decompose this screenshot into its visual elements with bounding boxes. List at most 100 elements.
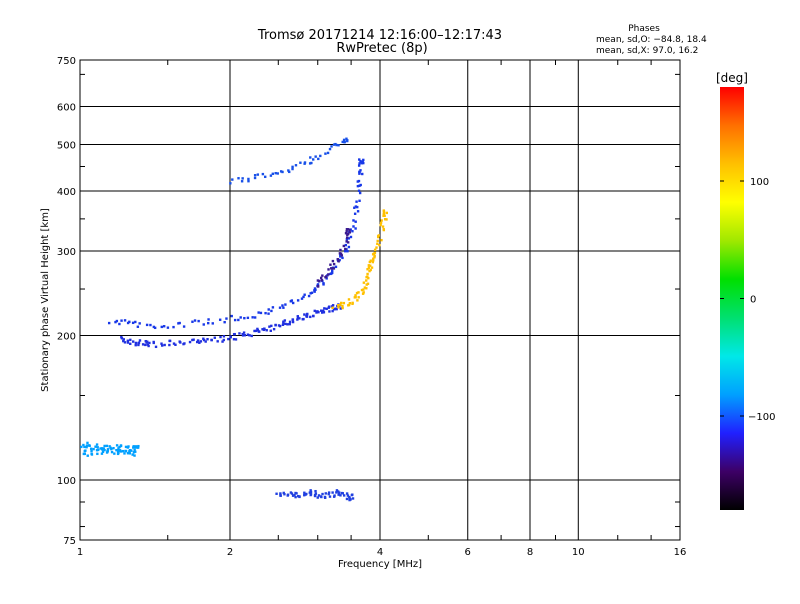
- data-point: [342, 138, 346, 142]
- data-point: [269, 174, 273, 177]
- data-point: [199, 340, 203, 343]
- data-point: [262, 327, 266, 331]
- data-point: [282, 306, 285, 309]
- data-point: [138, 339, 142, 342]
- data-point: [341, 256, 344, 260]
- data-point: [237, 177, 240, 180]
- data-point: [145, 323, 149, 327]
- data-point: [323, 496, 327, 499]
- data-point: [80, 445, 83, 449]
- data-point: [303, 494, 306, 497]
- data-point: [129, 338, 132, 342]
- data-point: [353, 206, 356, 209]
- data-point: [126, 339, 130, 342]
- data-point: [347, 304, 350, 307]
- data-point: [361, 292, 365, 295]
- data-point: [120, 319, 123, 322]
- data-point: [353, 296, 356, 299]
- data-point: [327, 273, 330, 276]
- data-point: [296, 316, 300, 319]
- data-point: [85, 444, 89, 447]
- colorbar: [deg] 100 0 −100: [716, 71, 775, 510]
- data-point: [284, 322, 287, 326]
- data-point: [146, 343, 150, 346]
- data-point: [356, 184, 360, 188]
- data-point: [123, 341, 127, 344]
- data-point: [128, 452, 132, 455]
- data-point: [372, 257, 375, 260]
- data-point: [118, 449, 122, 452]
- data-point: [128, 450, 131, 453]
- data-point: [191, 338, 194, 342]
- data-point: [247, 177, 250, 181]
- data-point: [202, 323, 205, 326]
- data-point: [172, 342, 176, 345]
- data-point: [382, 209, 386, 212]
- data-point: [340, 301, 343, 305]
- data-point: [332, 262, 336, 266]
- data-point: [369, 264, 372, 267]
- data-point: [261, 328, 264, 331]
- data-point: [341, 306, 344, 310]
- data-point: [296, 315, 299, 318]
- data-point: [253, 176, 257, 180]
- data-point: [213, 336, 216, 339]
- data-point: [319, 276, 323, 280]
- data-point: [313, 290, 316, 293]
- data-point: [346, 250, 349, 253]
- data-point: [358, 162, 361, 165]
- data-point: [85, 445, 88, 449]
- data-point: [90, 449, 93, 453]
- data-point: [168, 339, 172, 343]
- data-point: [256, 327, 259, 331]
- data-point: [344, 232, 348, 235]
- data-point: [336, 490, 340, 493]
- data-point: [298, 317, 301, 320]
- data-point: [382, 214, 385, 217]
- data-point: [253, 174, 257, 177]
- data-point: [110, 450, 114, 454]
- data-point: [380, 238, 383, 242]
- data-point: [115, 444, 119, 447]
- data-point: [116, 452, 120, 456]
- data-point: [144, 343, 147, 347]
- data-point: [366, 268, 369, 271]
- data-point: [96, 446, 99, 449]
- data-point: [160, 342, 163, 345]
- data-point: [183, 342, 186, 345]
- data-point: [276, 172, 279, 175]
- data-point: [291, 301, 295, 305]
- data-point: [238, 332, 241, 335]
- data-point: [316, 279, 320, 282]
- data-point: [333, 494, 336, 497]
- data-point: [248, 334, 251, 337]
- data-point: [86, 454, 89, 457]
- data-point: [192, 338, 195, 341]
- data-point: [253, 316, 257, 319]
- data-point: [362, 291, 365, 294]
- data-point: [267, 308, 270, 311]
- data-point: [358, 158, 361, 161]
- data-point: [274, 171, 277, 175]
- data-point: [130, 449, 133, 452]
- data-point: [360, 288, 364, 292]
- data-point: [309, 493, 313, 496]
- data-point: [288, 322, 291, 326]
- data-point: [210, 338, 213, 342]
- data-point: [237, 318, 240, 322]
- data-point: [202, 337, 205, 340]
- data-point: [356, 205, 359, 209]
- data-point: [337, 306, 340, 309]
- data-point: [197, 319, 200, 323]
- data-point: [207, 321, 210, 325]
- data-point: [342, 244, 346, 248]
- data-point: [95, 443, 99, 446]
- grid-lines: [80, 60, 680, 540]
- data-point: [371, 260, 375, 264]
- data-point: [354, 294, 357, 297]
- data-point: [320, 495, 323, 499]
- data-point: [352, 225, 355, 228]
- x-tick-label: 6: [465, 547, 471, 558]
- data-point: [354, 220, 357, 223]
- data-point: [347, 237, 351, 240]
